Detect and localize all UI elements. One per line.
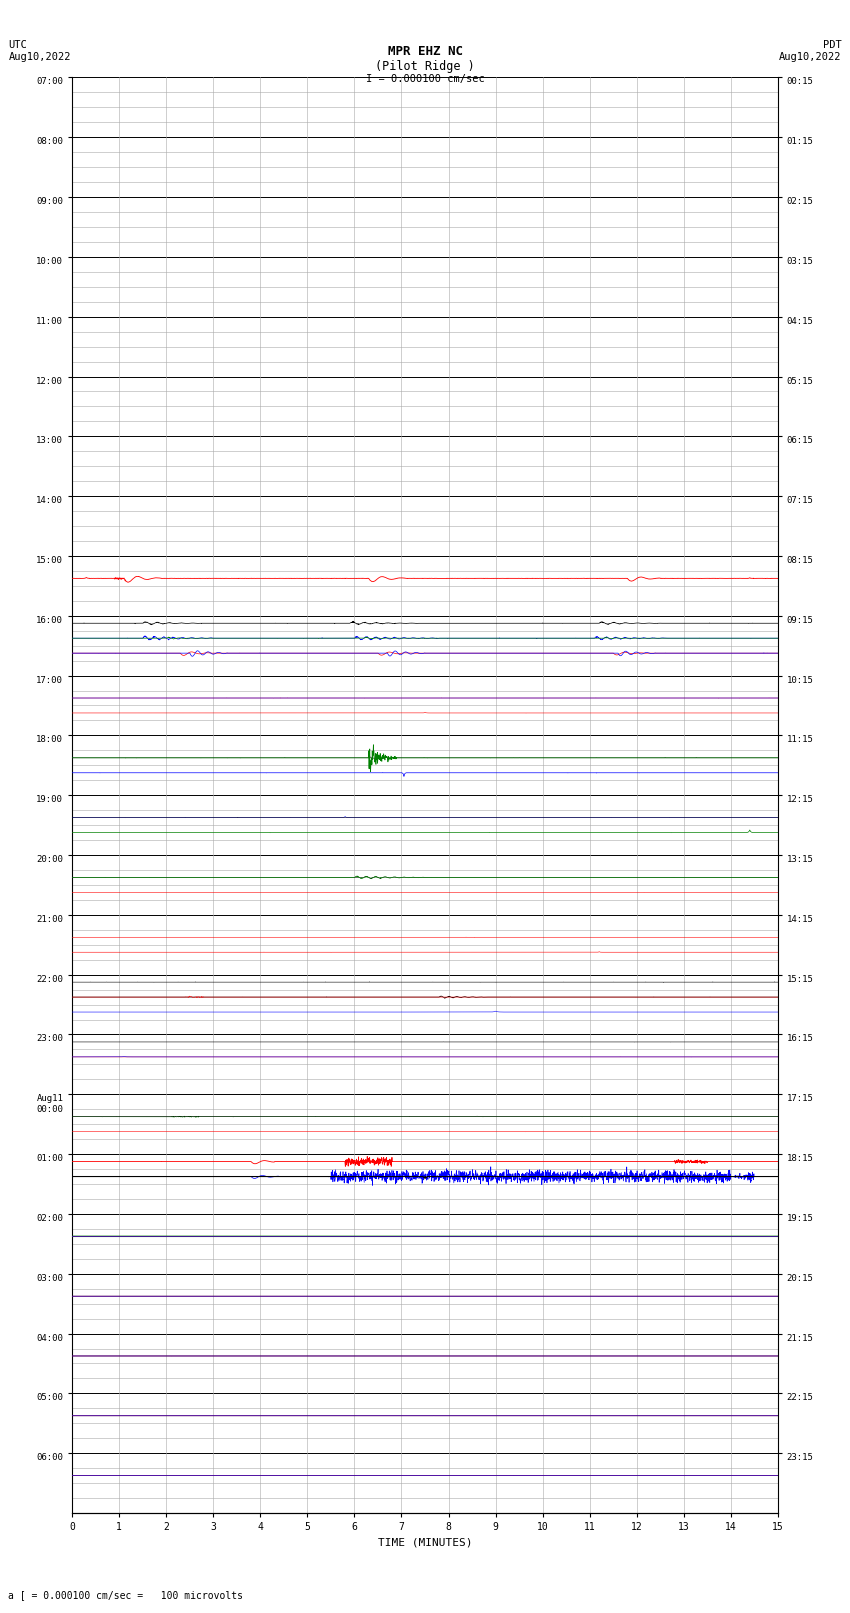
Text: (Pilot Ridge ): (Pilot Ridge ) — [375, 60, 475, 73]
X-axis label: TIME (MINUTES): TIME (MINUTES) — [377, 1537, 473, 1547]
Text: I = 0.000100 cm/sec: I = 0.000100 cm/sec — [366, 74, 484, 84]
Text: UTC
Aug10,2022: UTC Aug10,2022 — [8, 40, 71, 61]
Text: a [ = 0.000100 cm/sec =   100 microvolts: a [ = 0.000100 cm/sec = 100 microvolts — [8, 1590, 243, 1600]
Text: PDT
Aug10,2022: PDT Aug10,2022 — [779, 40, 842, 61]
Text: MPR EHZ NC: MPR EHZ NC — [388, 45, 462, 58]
